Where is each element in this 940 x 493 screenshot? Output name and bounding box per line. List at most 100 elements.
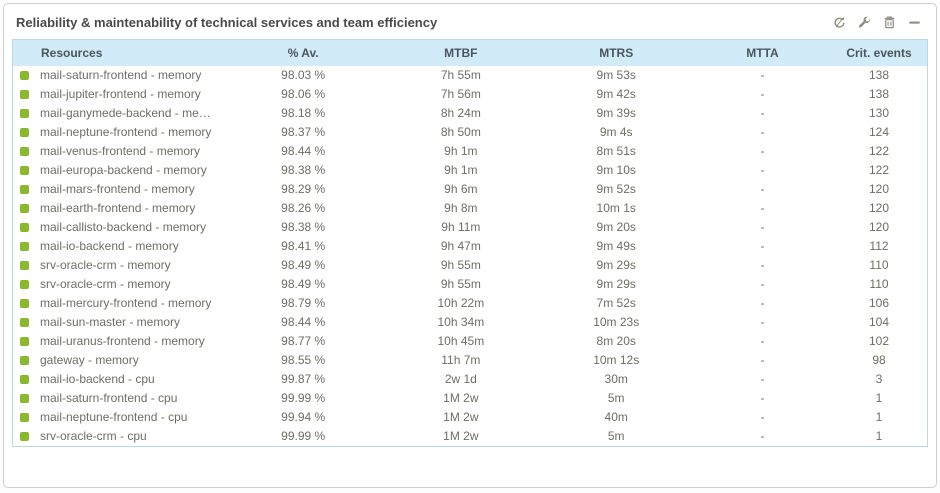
cell-crit_events: 122 [868,163,890,177]
cell-mtrs: 40m [604,410,628,424]
cell-mtta: - [760,353,765,367]
cell-mtbf: 7h 56m [440,87,481,101]
minimize-button[interactable] [906,14,922,30]
resource-label: mail-io-backend - memory [40,239,179,253]
page-title: Reliability & maintenability of technica… [16,14,438,30]
delete-button[interactable] [881,14,897,30]
table-row[interactable]: srv-oracle-crm - memory 98.49 % 9h 55m 9m 2… [13,275,927,294]
cell-mtbf: 9h 11m [441,220,481,234]
cell-resource: mail-sun-master - memory [13,313,223,332]
resource-label: mail-jupiter-frontend - memory [40,87,201,101]
cell-mtrs: 5m [607,429,625,443]
cell-crit_events: 122 [868,144,890,158]
table-row[interactable]: mail-saturn-frontend - memory 98.03 % 7h 5… [13,66,927,85]
cell-crit_events: 110 [869,277,889,291]
cell-availability: 98.37 % [281,125,326,139]
cell-mtbf: 9h 1m [444,144,478,158]
resource-label: mail-neptune-frontend - memory [40,125,212,139]
resource-label: mail-io-backend - cpu [40,372,155,386]
resource-label: srv-oracle-crm - memory [40,258,171,272]
cell-mtbf: 11h 7m [441,353,481,367]
cell-resource: mail-earth-frontend - memory [13,199,223,218]
cell-availability: 98.38 % [281,163,326,177]
resource-label: mail-europa-backend - memory [40,163,207,177]
cell-crit_events: 1 [875,410,883,424]
cell-resource: mail-venus-frontend - memory [13,142,223,161]
cell-mtta: - [760,87,765,101]
cell-resource: mail-io-backend - cpu [13,370,223,389]
table-row[interactable]: mail-saturn-frontend - cpu 99.99 % 1M 2w 5m… [13,389,927,408]
status-ok-icon [20,223,29,232]
table-row[interactable]: mail-jupiter-frontend - memory 98.06 % 7h … [13,85,927,104]
status-ok-icon [20,242,29,251]
table-row[interactable]: gateway - memory 98.55 % 11h 7m 10m 12s - 98 [13,351,927,370]
cell-mtta: - [760,106,765,120]
table-row[interactable]: mail-mercury-frontend - memory 98.79 % 10h… [13,294,927,313]
cell-mtta: - [760,163,765,177]
cell-crit_events: 120 [868,182,890,196]
trash-icon [882,15,897,30]
cell-resource: mail-saturn-frontend - cpu [13,389,223,408]
table-header: Resources% Av. MTBF MTRS MTTA Crit. events [13,40,927,66]
table-row[interactable]: mail-europa-backend - memory 98.38 % 9h 1m… [13,161,927,180]
cell-mtta: - [760,182,765,196]
table-row[interactable]: mail-callisto-backend - memory 98.38 % 9h … [13,218,927,237]
cell-availability: 99.94 % [281,410,326,424]
cell-crit_events: 98 [872,353,886,367]
table-row[interactable]: mail-io-backend - cpu 99.87 % 2w 1d 30m - 3 [13,370,927,389]
widget-toolbar [831,14,922,30]
table-row[interactable]: srv-oracle-crm - memory 98.49 % 9h 55m 9m 2… [13,256,927,275]
cell-mtta: - [760,201,765,215]
column-header-av: % Av. [223,40,384,66]
table-row[interactable]: mail-uranus-frontend - memory 98.77 % 10h … [13,332,927,351]
resource-label: mail-saturn-frontend - memory [40,68,202,82]
cell-availability: 98.44 % [281,315,326,329]
cell-mtrs: 9m 10s [596,163,636,177]
column-header-crit-events: Crit. events [831,40,927,66]
table-row[interactable]: srv-oracle-crm - cpu 99.99 % 1M 2w 5m - 1 [13,427,927,446]
table-row[interactable]: mail-neptune-frontend - cpu 99.94 % 1M 2w 4… [13,408,927,427]
column-header-resources: Resources [13,40,224,66]
cell-mtbf: 9h 8m [444,201,478,215]
cell-availability: 98.41 % [281,239,326,253]
cell-mtrs: 10m 23s [593,315,640,329]
cell-availability: 98.77 % [281,334,326,348]
cell-availability: 99.87 % [281,372,326,386]
cell-mtrs: 7m 52s [596,296,636,310]
cell-mtbf: 7h 55m [440,68,481,82]
cell-mtta: - [760,372,765,386]
table-row[interactable]: mail-sun-master - memory 98.44 % 10h 34m 10… [13,313,927,332]
refresh-button[interactable] [831,14,847,30]
status-ok-icon [20,166,29,175]
resource-label: srv-oracle-crm - cpu [40,429,147,443]
cell-availability: 98.29 % [281,182,326,196]
table-row[interactable]: mail-io-backend - memory 98.41 % 9h 47m 9m … [13,237,927,256]
table-row[interactable]: mail-neptune-frontend - memory 98.37 % 8h … [13,123,927,142]
cell-availability: 98.79 % [281,296,326,310]
cell-mtta: - [760,220,765,234]
cell-resource: mail-uranus-frontend - memory [13,332,223,351]
cell-availability: 98.38 % [281,220,326,234]
status-ok-icon [20,299,29,308]
settings-button[interactable] [856,14,872,30]
cell-resource: mail-mars-frontend - memory [13,180,223,199]
cell-mtbf: 9h 47m [440,239,481,253]
table-header-row: Resources% Av. MTBF MTRS MTTA Crit. events [13,40,927,66]
cell-mtbf: 8h 24m [440,106,481,120]
cell-mtrs: 5m [607,391,625,405]
table-row[interactable]: mail-ganymede-backend - memory 98.18 % 8h … [13,104,927,123]
cell-mtbf: 1M 2w [443,391,479,405]
resource-label: mail-callisto-backend - memory [40,220,207,234]
cell-availability: 98.55 % [281,353,326,367]
cell-availability: 98.49 % [281,258,326,272]
cell-crit_events: 104 [868,315,890,329]
status-ok-icon [20,375,29,384]
table-row[interactable]: mail-mars-frontend - memory 98.29 % 9h 6m 9… [13,180,927,199]
cell-mtta: - [760,144,765,158]
table-row[interactable]: mail-earth-frontend - memory 98.26 % 9h 8m… [13,199,927,218]
table-row[interactable]: mail-venus-frontend - memory 98.44 % 9h 1m… [13,142,927,161]
cell-mtta: - [760,410,765,424]
cell-availability: 99.99 % [281,391,326,405]
resource-label: mail-venus-frontend - memory [40,144,201,158]
status-ok-icon [20,185,29,194]
